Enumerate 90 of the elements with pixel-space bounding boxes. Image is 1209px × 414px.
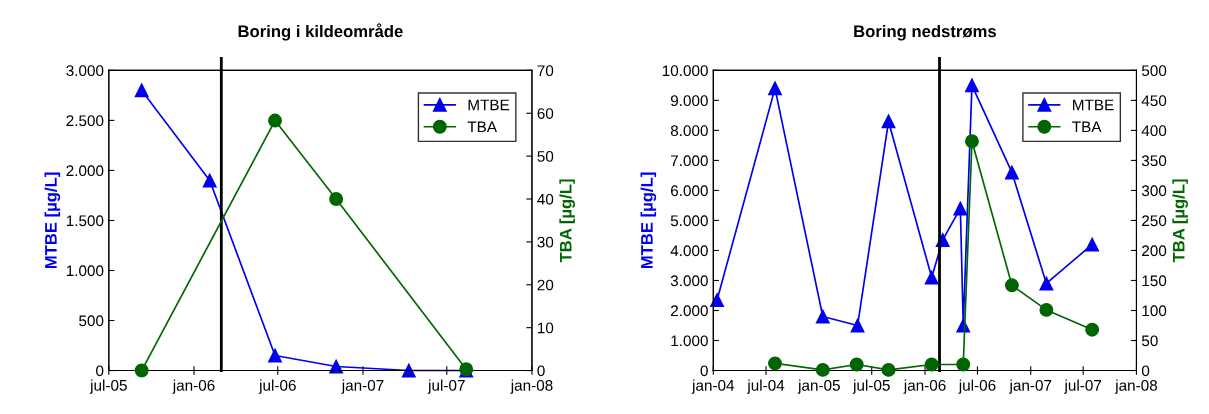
- legend-label: TBA: [1072, 121, 1102, 133]
- y-tick-label: 5.000: [670, 215, 708, 227]
- point: [956, 357, 971, 372]
- point: [924, 357, 939, 372]
- y-tick-label: 9.000: [670, 95, 708, 107]
- y-axis-title: MTBE [µg/L]: [640, 172, 657, 269]
- x-tick-label: jan-04: [691, 379, 735, 394]
- y-tick-label: 500: [79, 315, 104, 327]
- x-tick-label: jul-04: [746, 379, 785, 394]
- chart-title: Boring i kildeområde: [238, 23, 403, 41]
- x-tick-label: jan-07: [341, 379, 384, 394]
- point: [1004, 165, 1019, 180]
- y2-tick-label: 250: [1142, 215, 1167, 227]
- y2-tick-label: 300: [1141, 185, 1167, 197]
- y2-tick-label: 400: [1141, 125, 1167, 137]
- y-tick-label: 3.000: [66, 65, 104, 77]
- y-tick-label: 2.000: [66, 165, 104, 177]
- y-tick-label: 2.500: [66, 115, 104, 127]
- y-tick-label: 3.000: [670, 275, 708, 287]
- x-tick-label: jan-08: [510, 379, 553, 394]
- y-tick-label: 0: [96, 365, 104, 377]
- x-tick-label: jul-07: [427, 379, 465, 394]
- point: [815, 309, 830, 324]
- point: [329, 192, 344, 206]
- y-tick-label: 4.000: [670, 245, 708, 257]
- y2-tick-label: 100: [1142, 305, 1167, 317]
- legend-label: MTBE: [1073, 99, 1114, 111]
- x-tick-label: jan-07: [1009, 379, 1052, 394]
- point: [849, 357, 864, 372]
- point: [953, 201, 968, 216]
- chart-title: Boring nedstrøms: [854, 24, 996, 41]
- point: [268, 113, 282, 128]
- point: [202, 173, 217, 188]
- y2-tick-label: 0: [1141, 365, 1150, 377]
- point: [1039, 302, 1054, 317]
- legend-label: TBA: [467, 121, 497, 133]
- point: [401, 363, 416, 378]
- point: [881, 362, 896, 377]
- y-tick-label: 6.000: [671, 185, 708, 197]
- y-axis-title: MTBE [µg/L]: [44, 172, 61, 269]
- point: [768, 356, 782, 371]
- point: [965, 78, 979, 93]
- y-tick-label: 10.000: [662, 65, 708, 77]
- y2-tick-label: 450: [1141, 95, 1167, 107]
- point: [965, 134, 979, 149]
- y2-tick-label: 50: [537, 151, 554, 162]
- y-tick-label: 7.000: [671, 155, 708, 167]
- legend-label: MTBE: [468, 99, 510, 111]
- x-tick-label: jan-06: [903, 379, 946, 394]
- point: [268, 348, 282, 363]
- point: [1085, 322, 1100, 337]
- x-tick-label: jul-07: [1064, 379, 1102, 394]
- y2-tick-label: 0: [537, 365, 545, 377]
- y-tick-label: 0: [700, 365, 708, 377]
- y2-axis-title: TBA [µg/L]: [559, 179, 575, 263]
- point: [850, 318, 865, 333]
- x-tick-label: jan-05: [797, 379, 840, 394]
- point: [924, 270, 939, 285]
- point: [1039, 276, 1054, 291]
- point: [768, 81, 782, 96]
- point: [134, 363, 149, 378]
- y-tick-label: 1.500: [66, 215, 104, 227]
- y-tick-label: 1.000: [66, 265, 104, 277]
- y-tick-label: 2.000: [670, 305, 708, 317]
- x-tick-label: jan-06: [172, 379, 215, 394]
- y2-tick-label: 150: [1142, 275, 1167, 287]
- y2-tick-label: 70: [537, 65, 554, 77]
- x-tick-label: jan-08: [1114, 379, 1158, 394]
- y2-tick-label: 50: [1141, 335, 1158, 347]
- y2-tick-label: 500: [1141, 65, 1167, 77]
- y2-axis-title: TBA [µg/L]: [1172, 179, 1188, 263]
- x-tick-label: jul-05: [852, 379, 890, 394]
- x-tick-label: jul-05: [89, 379, 127, 394]
- y-tick-label: 8.000: [670, 125, 708, 137]
- x-tick-label: jul-06: [958, 379, 996, 394]
- y2-tick-label: 350: [1141, 155, 1167, 167]
- point: [710, 293, 725, 307]
- x-tick-label: jul-06: [258, 379, 296, 394]
- y2-tick-label: 200: [1142, 245, 1167, 257]
- y2-tick-label: 30: [537, 236, 554, 248]
- point: [134, 83, 149, 98]
- point: [881, 114, 896, 129]
- point: [815, 362, 830, 377]
- y-tick-label: 1.000: [671, 335, 708, 347]
- y2-tick-label: 10: [537, 322, 554, 334]
- y2-tick-label: 20: [537, 279, 554, 291]
- point: [1085, 237, 1100, 252]
- y2-tick-label: 60: [537, 108, 554, 119]
- y2-tick-label: 40: [537, 193, 554, 205]
- point: [1004, 278, 1019, 293]
